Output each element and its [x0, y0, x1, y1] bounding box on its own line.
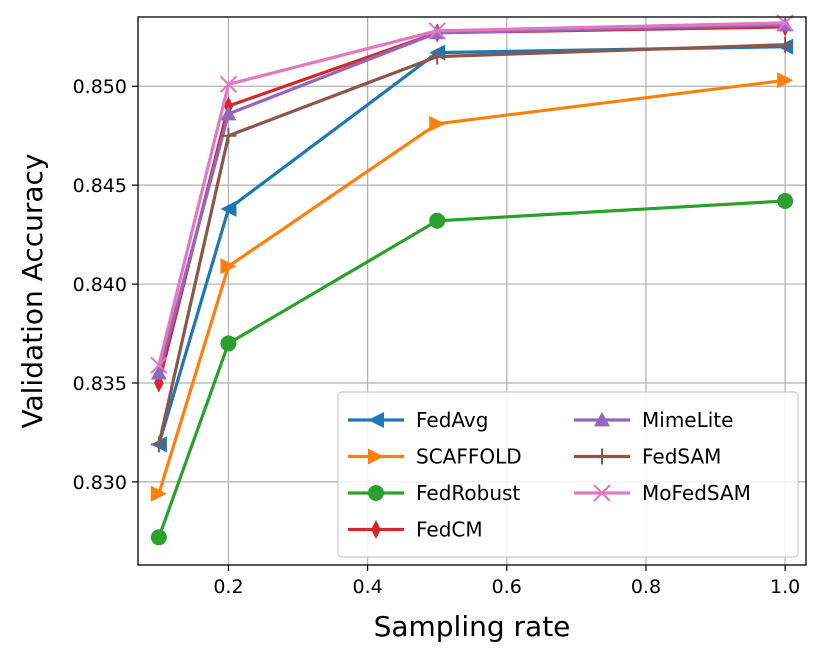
legend-label: MimeLite [642, 408, 733, 432]
legend-label: FedCM [416, 518, 483, 542]
series-line [157, 21, 786, 366]
data-point [220, 335, 237, 352]
legend-item: SCAFFOLD [348, 445, 522, 469]
series-mimelite [150, 16, 794, 380]
data-point [777, 72, 794, 89]
data-point [220, 127, 237, 144]
y-tick-label: 0.830 [73, 472, 127, 494]
series-fedsam [150, 36, 794, 453]
ticks: 0.2 0.4 0.6 0.8 1.0 0.830 0.835 0.840 0.845 0.850 [73, 76, 801, 598]
legend-item: FedSAM [574, 445, 721, 469]
data-point [371, 519, 381, 540]
x-tick-label: 0.4 [353, 576, 383, 598]
data-point [368, 448, 384, 465]
data-point [150, 436, 167, 453]
data-point [429, 212, 446, 229]
legend-label: FedAvg [416, 408, 488, 432]
data-point [150, 365, 167, 380]
legend-box [337, 391, 799, 558]
y-tick-label: 0.845 [73, 175, 127, 197]
data-point [429, 115, 446, 132]
data-point [150, 529, 167, 546]
data-point [777, 36, 794, 53]
legend-label: MoFedSAM [642, 481, 751, 505]
series-fedrobust [150, 192, 794, 546]
data-point [368, 412, 384, 428]
x-axis-title: Sampling rate [374, 610, 571, 643]
x-tick-label: 0.8 [631, 576, 661, 598]
series-line [157, 199, 786, 538]
plot-frame [137, 16, 807, 566]
data-point [428, 22, 446, 40]
series-line [157, 23, 786, 374]
data-point [220, 105, 237, 121]
y-tick-label: 0.840 [73, 274, 127, 296]
legend-item: FedCM [348, 518, 483, 542]
legend-label: FedSAM [642, 445, 721, 469]
legend: FedAvg SCAFFOLD FedRobust FedCM MimeLite FedS… [337, 391, 799, 558]
legend-item: MoFedSAM [574, 481, 751, 505]
series-mofedsam [150, 14, 794, 374]
series-line [157, 45, 786, 445]
data-point [220, 200, 237, 217]
data-point [777, 192, 794, 209]
x-tick-label: 1.0 [770, 576, 800, 598]
data-point [594, 448, 610, 465]
y-tick-label: 0.835 [73, 373, 127, 395]
data-point [594, 412, 610, 427]
series-line [157, 78, 786, 495]
data-point [150, 485, 167, 502]
x-tick-label: 0.2 [213, 576, 243, 598]
data-point [593, 484, 611, 502]
data-point [368, 485, 384, 501]
series-scaffold [150, 72, 794, 502]
y-tick-label: 0.850 [73, 76, 127, 98]
data-point [150, 356, 168, 374]
legend-label: FedRobust [416, 481, 520, 505]
data-point [220, 258, 237, 275]
legend-item: FedAvg [348, 408, 488, 432]
data-point [219, 75, 238, 93]
series-line [157, 43, 786, 445]
y-axis-title: Validation Accuracy [16, 154, 49, 429]
x-tick-label: 0.6 [492, 576, 522, 598]
series-group [150, 14, 794, 546]
legend-item: FedRobust [348, 481, 520, 505]
legend-item: MimeLite [574, 408, 733, 432]
data-point [429, 48, 446, 65]
legend-label: SCAFFOLD [416, 445, 522, 469]
